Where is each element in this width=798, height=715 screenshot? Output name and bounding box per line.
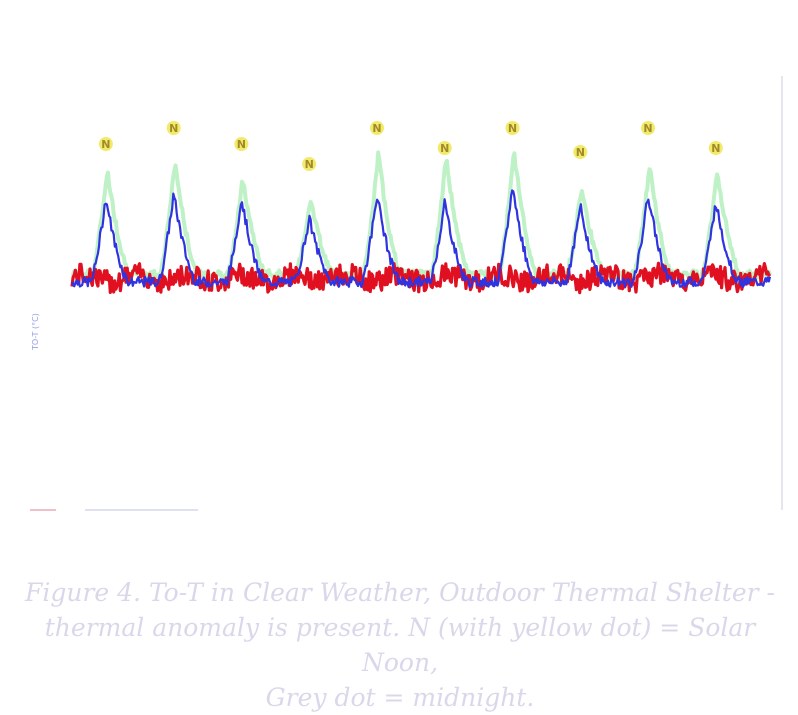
noon-dot <box>370 121 384 135</box>
noon-dot <box>166 121 181 135</box>
noon-dot <box>641 121 655 135</box>
noon-label: N <box>237 138 246 151</box>
noon-label: N <box>440 142 449 155</box>
noon-dot <box>302 157 317 171</box>
figure-caption: Figure 4. To-T in Clear Weather, Outdoor… <box>20 575 780 715</box>
noon-dot <box>505 121 520 135</box>
noon-dot <box>573 145 588 159</box>
series-line-blue <box>70 189 772 288</box>
noon-label: N <box>643 122 652 135</box>
noon-label: N <box>711 142 720 155</box>
noon-dot <box>234 137 249 151</box>
noon-marker-layer: N N N N N N N N N N <box>98 121 723 171</box>
series-layer <box>70 150 772 295</box>
noon-label: N <box>101 138 110 151</box>
noon-label: N <box>372 122 381 135</box>
caption-line-1: Figure 4. To-T in Clear Weather, Outdoor… <box>25 578 775 607</box>
noon-label: N <box>576 146 585 159</box>
caption-line-3: Grey dot = midnight. <box>265 683 535 712</box>
caption-line-2: thermal anomaly is present. N (with yell… <box>44 613 756 677</box>
noon-dot <box>437 141 452 155</box>
noon-label: N <box>169 122 178 135</box>
noon-dot <box>98 137 113 151</box>
noon-dot <box>708 141 723 155</box>
y-axis-label: TO-T (°C) <box>31 313 40 351</box>
noon-label: N <box>508 122 517 135</box>
noon-label: N <box>305 158 314 171</box>
